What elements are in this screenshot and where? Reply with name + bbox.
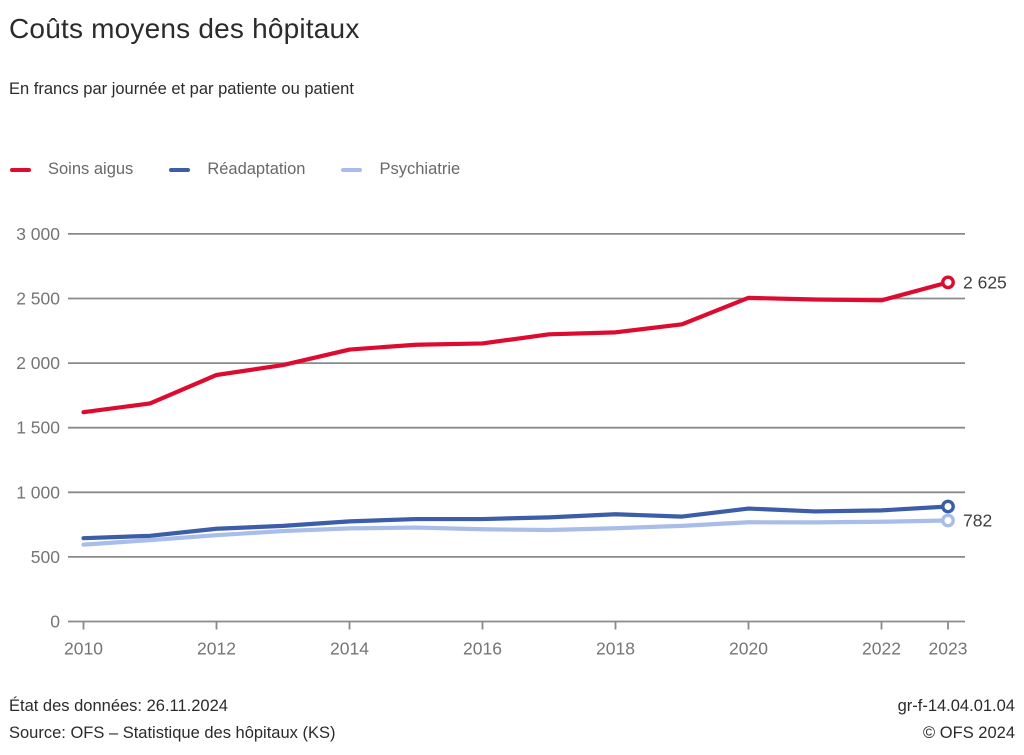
line-chart-svg: 0 500 1 000 1 500 2 000 2 500 3 000 2010 2012 201… [16, 224, 1007, 659]
legend-item-psychiatrie: Psychiatrie [341, 160, 460, 179]
legend-label: Soins aigus [48, 160, 134, 178]
copyright-text: © OFS 2024 [923, 724, 1015, 742]
x-tick-label: 2022 [862, 639, 901, 659]
x-tick-label: 2012 [197, 639, 236, 659]
footer-right: gr-f-14.04.01.04 © OFS 2024 [898, 693, 1015, 747]
x-tick-label: 2014 [330, 639, 369, 659]
legend-item-readaptation: Réadaptation [169, 160, 305, 179]
line-chart: 0 500 1 000 1 500 2 000 2 500 3 000 2010 2012 201… [0, 220, 1024, 675]
end-value-label-Soins aigus: 2 625 [963, 272, 1007, 292]
source-text: Source: OFS – Statistique des hôpitaux (… [9, 724, 336, 742]
x-tick-label: 2020 [729, 639, 768, 659]
end-marker-Réadaptation [941, 499, 955, 514]
x-tick-label: 2010 [64, 639, 103, 659]
y-tick-label: 1 500 [16, 418, 60, 438]
x-tick-label: 2023 [929, 639, 968, 659]
y-tick-label: 500 [31, 547, 60, 567]
footer-left: État des données: 26.11.2024 Source: OFS… [9, 693, 336, 747]
x-tick-label: 2018 [596, 639, 635, 659]
legend-swatch-icon [10, 167, 31, 172]
reference-code-text: gr-f-14.04.01.04 [897, 697, 1015, 715]
series-line-Soins aigus [81, 280, 951, 415]
legend-label: Réadaptation [207, 160, 306, 178]
y-tick-label: 0 [50, 612, 60, 632]
page-title: Coûts moyens des hôpitaux [9, 13, 360, 44]
series-line-Psychiatrie [81, 518, 951, 547]
x-tick-label: 2016 [463, 639, 502, 659]
y-tick-label: 1 000 [16, 482, 60, 502]
legend: Soins aigus Réadaptation Psychiatrie [10, 160, 496, 179]
footer: État des données: 26.11.2024 Source: OFS… [0, 693, 1024, 747]
end-value-label-Psychiatrie: 782 [963, 510, 992, 530]
end-marker-Soins aigus [941, 275, 955, 290]
y-tick-label: 2 500 [16, 289, 60, 309]
legend-label: Psychiatrie [379, 160, 461, 178]
legend-item-soins-aigus: Soins aigus [10, 160, 133, 179]
y-tick-label: 2 000 [16, 353, 60, 373]
y-tick-label: 3 000 [16, 224, 60, 244]
legend-swatch-icon [169, 167, 191, 172]
series-line-Réadaptation [81, 504, 951, 541]
end-marker-Psychiatrie [941, 513, 955, 528]
legend-swatch-icon [341, 167, 363, 172]
data-status-text: État des données: 26.11.2024 [9, 697, 228, 715]
page-subtitle: En francs par journée et par patiente ou… [9, 80, 354, 98]
